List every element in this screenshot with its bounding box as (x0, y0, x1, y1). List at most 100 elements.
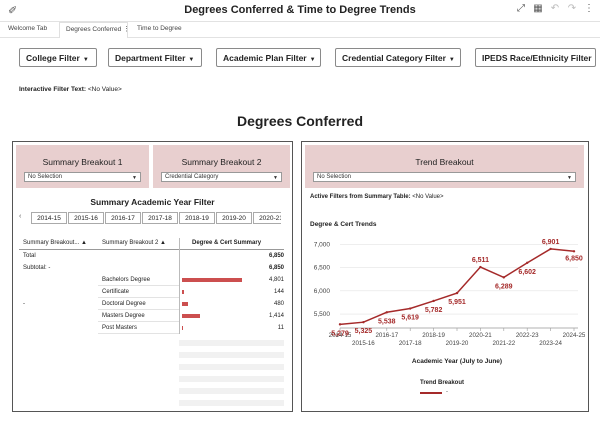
row-label: Doctoral Degree (102, 301, 146, 307)
table-row[interactable]: Masters Degree 1,414 (19, 310, 284, 322)
x-tick-label: 2015-16 (352, 340, 375, 347)
total-label: Total (23, 253, 36, 259)
data-point (432, 299, 435, 303)
year-button[interactable]: 2019-20 (216, 212, 252, 224)
table-row[interactable]: Doctoral Degree 480 (19, 298, 284, 310)
ipeds-race-filter-button[interactable]: IPEDS Race/Ethnicity Filter (475, 48, 596, 67)
table-empty-rows (179, 334, 284, 408)
year-button[interactable]: 2018-19 (179, 212, 215, 224)
col-header-breakout-2[interactable]: Summary Breakout 2 ▲ (102, 238, 166, 250)
active-filters-text: Active Filters from Summary Table: <No V… (310, 194, 444, 200)
group-label: - (23, 301, 25, 307)
caret-down-icon: ▼ (273, 175, 278, 181)
x-tick-label: 2020-21 (469, 332, 492, 339)
summary-breakout-1-title: Summary Breakout 1 (42, 157, 123, 167)
trend-breakout: Trend Breakout No Selection ▼ (305, 145, 584, 188)
data-point (385, 311, 388, 314)
data-label: 5,538 (378, 318, 396, 325)
data-label: 6,511 (472, 257, 489, 264)
tab-time-to-degree[interactable]: Time to Degree (137, 25, 182, 32)
active-filters-label: Active Filters from Summary Table: (310, 194, 411, 200)
data-label: 5,951 (448, 299, 466, 306)
data-point (572, 250, 576, 253)
academic-plan-filter-button[interactable]: Academic Plan Filter ▼ (216, 48, 321, 67)
row-bar (182, 278, 242, 282)
caret-down-icon: ▼ (188, 57, 195, 63)
data-point (479, 265, 482, 269)
year-button[interactable]: 2017-18 (142, 212, 178, 224)
redo-icon[interactable]: ↷ (567, 3, 577, 14)
series-line (339, 248, 575, 326)
trend-line-chart: 5,500 6,000 6,500 7,000 2014-152015-162016-1… (314, 239, 586, 365)
year-button[interactable]: 2020-21 (253, 212, 281, 224)
section-title: Degrees Conferred (236, 113, 364, 129)
data-point (549, 247, 552, 251)
interactive-filter-label: Interactive Filter Text: (19, 86, 87, 93)
tab-bar: Welcome Tab Degrees Conferred ⋮ Time to … (0, 22, 600, 38)
data-point (502, 276, 505, 279)
table-row[interactable]: Bachelors Degree 4,801 (19, 274, 284, 286)
trend-panel: Trend Breakout No Selection ▼ Active Fil… (301, 141, 589, 412)
interactive-filter-value: <No Value> (87, 86, 122, 93)
row-divider (98, 297, 179, 298)
trend-breakout-title: Trend Breakout (415, 157, 474, 167)
data-point (338, 323, 342, 326)
col-header-breakout-1-label: Summary Breakout... (23, 240, 80, 246)
tab-welcome[interactable]: Welcome Tab (8, 25, 48, 32)
y-tick-label: 6,000 (314, 288, 331, 295)
x-tick-label: 2016-17 (375, 332, 398, 339)
chart-title: Degree & Cert Trends (310, 221, 377, 228)
row-divider (98, 321, 179, 322)
chevron-left-icon[interactable]: ‹ (19, 213, 22, 220)
credential-category-filter-button[interactable]: Credential Category Filter ▼ (335, 48, 461, 67)
ipeds-race-filter-label: IPEDS Race/Ethnicity Filter (482, 53, 592, 63)
tab-degrees-conferred[interactable]: Degrees Conferred (59, 22, 129, 38)
row-bar (182, 326, 183, 330)
top-bar: ✐ Degrees Conferred & Time to Degree Tre… (0, 0, 600, 22)
table-row[interactable]: Post Masters 11 (19, 322, 284, 334)
trend-breakout-select[interactable]: No Selection ▼ (313, 172, 576, 182)
summary-breakout-2-select[interactable]: Credential Category ▼ (161, 172, 282, 182)
sort-up-icon: ▲ (81, 240, 87, 246)
row-divider (98, 285, 179, 286)
col-header-breakout-1[interactable]: Summary Breakout... ▲ (23, 238, 87, 250)
data-point (455, 291, 459, 295)
x-tick-label: 2023-24 (539, 340, 562, 347)
sort-up-icon: ▲ (160, 240, 166, 246)
header-divider (19, 249, 284, 250)
row-bar (182, 302, 188, 306)
expand-icon[interactable]: ⤢ (517, 3, 525, 14)
college-filter-button[interactable]: College Filter ▼ (19, 48, 97, 67)
x-tick-label: 2017-18 (399, 340, 422, 347)
caret-down-icon: ▼ (132, 175, 137, 181)
more-menu-icon[interactable]: ⋮ (584, 3, 594, 14)
row-value: 4,801 (268, 277, 284, 283)
row-label: Certificate (102, 289, 130, 295)
tab-more-icon[interactable]: ⋮ (123, 26, 130, 33)
row-bar (182, 314, 200, 318)
caret-down-icon: ▼ (82, 57, 89, 63)
row-label: Post Masters (102, 325, 138, 331)
x-tick-label: 2018-19 (422, 332, 445, 339)
college-filter-label: College Filter (26, 53, 80, 63)
pin-icon[interactable]: ✐ (8, 5, 18, 17)
x-tick-label: 2024-25 (563, 332, 586, 339)
credential-category-filter-label: Credential Category Filter (342, 53, 446, 63)
x-tick-label: 2022-23 (516, 332, 539, 339)
summary-breakout-1-select[interactable]: No Selection ▼ (24, 172, 141, 182)
caret-down-icon: ▼ (309, 57, 316, 63)
year-button[interactable]: 2015-16 (68, 212, 104, 224)
department-filter-button[interactable]: Department Filter ▼ (108, 48, 202, 67)
x-tick-label: 2021-22 (492, 340, 515, 347)
undo-icon[interactable]: ↶ (550, 3, 560, 14)
data-label: 5,619 (401, 315, 419, 322)
data-label: 6,850 (565, 255, 583, 262)
col-header-summary[interactable]: Degree & Cert Summary (192, 240, 262, 246)
row-divider (98, 309, 179, 310)
app-title: Degrees Conferred & Time to Degree Trend… (184, 4, 416, 16)
grid-icon[interactable]: ▦ (533, 3, 543, 14)
year-button[interactable]: 2016-17 (105, 212, 141, 224)
table-row[interactable]: Certificate 144 (19, 286, 284, 298)
year-filter-title: Summary Academic Year Filter (90, 197, 215, 207)
year-button[interactable]: 2014-15 (31, 212, 67, 224)
